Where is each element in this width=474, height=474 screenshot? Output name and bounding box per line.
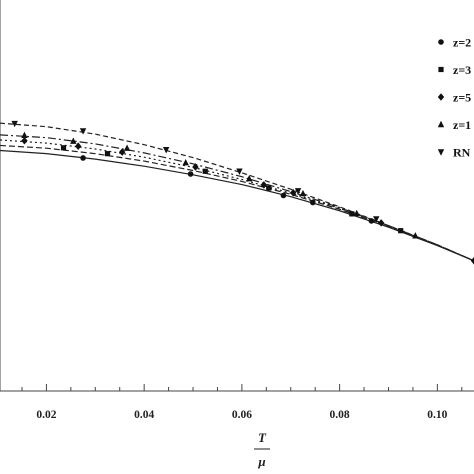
data-point-1 [104,151,111,157]
data-point-3 [70,137,77,144]
data-point-3 [246,174,253,182]
data-point-0 [280,192,287,199]
data-point-2 [74,142,82,151]
data-point-2 [470,256,474,265]
data-point-2 [192,163,199,171]
legend-label-1: z=3 [453,63,471,77]
x-ticks: 0.02 0.04 0.06 0.08 0.10 [21,384,463,421]
legend: z=2 z=3 z=5 z=1 RN [437,36,471,160]
series-lines [0,122,474,262]
x-tick-label: 0.06 [232,409,252,421]
series-line-1 [0,144,474,262]
legend-label-3: z=1 [453,118,471,132]
data-point-0 [368,218,375,224]
x-tick-label: 0.08 [330,409,350,421]
data-point-1 [398,228,404,234]
data-point-2 [118,148,126,156]
x-axis-label: T μ [254,430,270,469]
data-point-3 [412,232,419,239]
data-point-1 [266,185,272,191]
data-point-1 [349,211,355,217]
data-point-2 [289,188,297,197]
data-point-1 [202,168,208,174]
series-line-2 [0,139,474,262]
data-point-4 [373,216,380,223]
legend-marker-0 [438,39,444,45]
data-point-1 [60,145,67,151]
legend-marker-2 [437,93,445,101]
data-point-3 [123,144,131,151]
data-point-4 [162,147,170,154]
series-line-3 [0,134,474,262]
data-point-3 [353,209,360,217]
plot-frame [0,0,474,392]
series-points [11,120,474,265]
legend-label-2: z=5 [453,91,471,105]
data-point-4 [79,128,87,135]
data-point-4 [11,120,18,128]
legend-marker-3 [437,120,445,128]
data-point-4 [294,188,302,195]
data-point-2 [21,136,28,145]
data-point-0 [187,171,194,177]
data-point-4 [236,168,243,175]
legend-marker-4 [437,149,445,156]
data-point-0 [309,199,316,206]
data-point-0 [80,155,86,161]
legend-marker-1 [438,66,444,73]
legend-label-4: RN [453,146,471,160]
data-point-3 [182,158,189,166]
data-point-3 [21,131,28,138]
legend-label-0: z=2 [453,36,471,50]
x-tick-label: 0.02 [36,409,56,421]
data-point-2 [260,181,268,189]
x-axis-label-denominator: μ [257,454,265,469]
x-tick-label: 0.04 [134,409,154,421]
data-point-2 [377,219,385,227]
x-axis-label-numerator: T [258,430,267,445]
data-point-3 [299,189,307,197]
x-tick-label: 0.10 [427,409,447,421]
series-line-0 [0,149,474,262]
